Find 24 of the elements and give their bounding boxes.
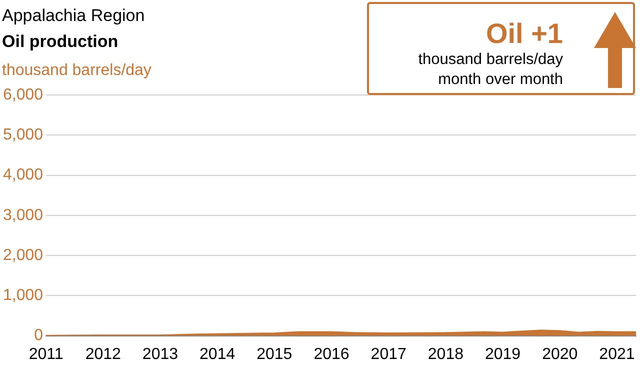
x-tick-label: 2015 — [256, 346, 292, 363]
y-axis-title: thousand barrels/day — [2, 62, 152, 80]
y-tick-label: 2,000 — [2, 246, 44, 264]
x-tick-label: 2018 — [428, 346, 464, 363]
x-tick-label: 2014 — [200, 346, 236, 363]
y-tick-label: 4,000 — [2, 166, 44, 184]
chart-subtitle: Oil production — [2, 32, 118, 52]
chart-title: Appalachia Region — [2, 6, 145, 26]
text: thousand barrels/day — [417, 50, 563, 70]
y-tick-label: 0 — [34, 327, 44, 344]
y-tick-label: 5,000 — [2, 126, 44, 144]
x-tick-label: 2013 — [142, 346, 178, 363]
text: Oil +1 — [486, 18, 563, 50]
x-tick-label: 2012 — [85, 346, 122, 363]
text: month over month — [437, 70, 563, 90]
x-tick-label: 2020 — [542, 346, 578, 363]
y-tick-label: 3,000 — [2, 206, 44, 224]
x-tick-label: 2016 — [314, 346, 350, 363]
y-tick-label: 1,000 — [2, 287, 44, 304]
x-tick-label: 2021 — [599, 346, 635, 363]
x-tick-label: 2017 — [370, 346, 406, 363]
x-tick-label: 2011 — [28, 346, 64, 363]
x-tick-label: 2019 — [484, 346, 521, 363]
y-tick-label: 6,000 — [2, 86, 44, 104]
